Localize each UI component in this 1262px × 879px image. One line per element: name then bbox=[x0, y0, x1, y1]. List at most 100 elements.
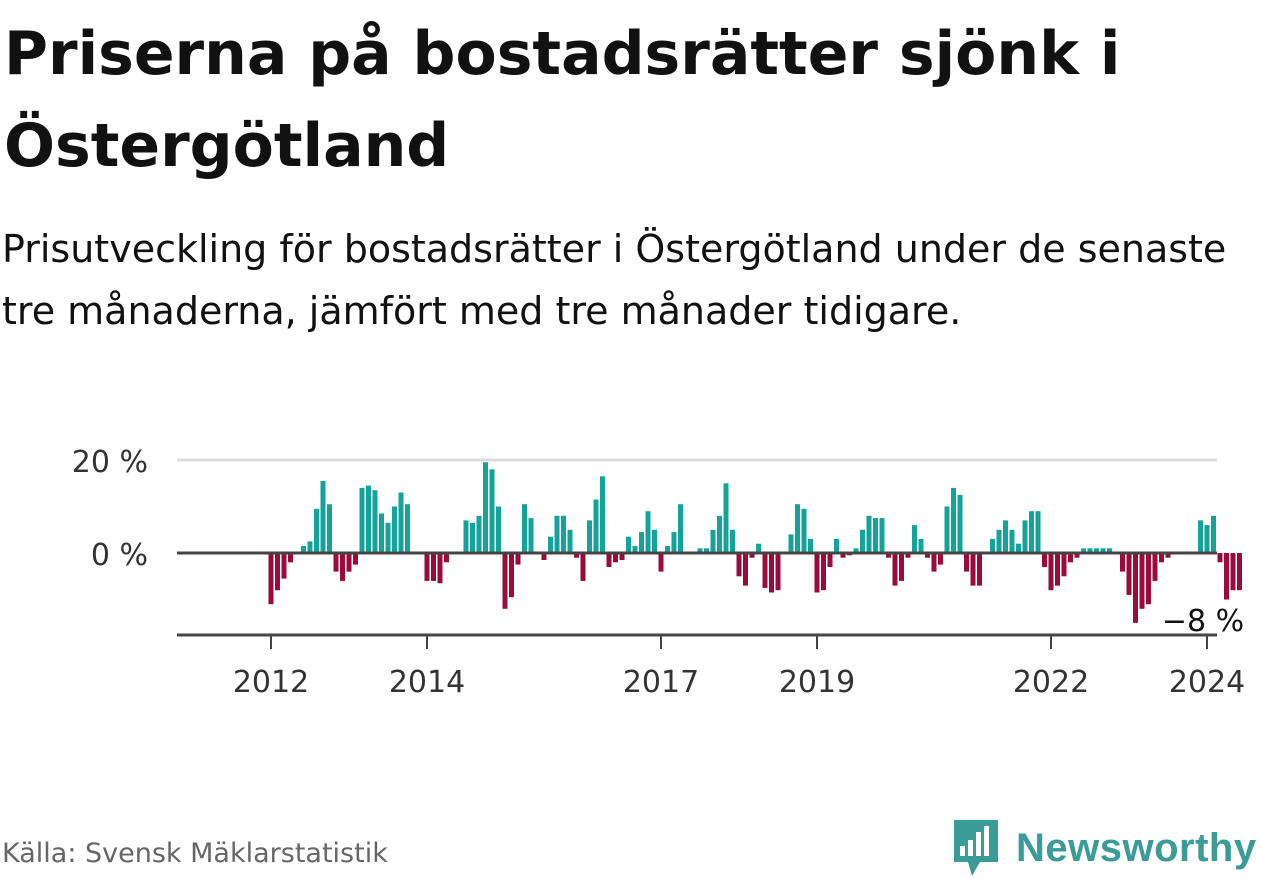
newsworthy-logo[interactable]: Newsworthy bbox=[950, 818, 1257, 878]
x-tick-label: 2024 bbox=[1169, 665, 1245, 700]
bar bbox=[775, 553, 781, 591]
bar bbox=[749, 553, 755, 558]
bar bbox=[1198, 520, 1203, 553]
bar bbox=[710, 529, 716, 554]
axis-layer bbox=[177, 551, 1217, 649]
brand-name: Newsworthy bbox=[1016, 825, 1257, 870]
bar bbox=[268, 553, 274, 605]
bar bbox=[736, 553, 742, 577]
bar bbox=[587, 520, 592, 553]
bar bbox=[541, 553, 547, 560]
bar bbox=[1217, 553, 1223, 563]
bar bbox=[1159, 553, 1164, 563]
bar bbox=[1003, 520, 1008, 553]
bar bbox=[788, 534, 794, 553]
bar bbox=[873, 518, 878, 553]
bar bbox=[1016, 543, 1021, 553]
bar bbox=[561, 515, 566, 553]
bar bbox=[359, 487, 365, 553]
bar bbox=[574, 553, 579, 558]
bar bbox=[483, 462, 488, 553]
bar bbox=[1152, 553, 1158, 581]
bar bbox=[1009, 529, 1015, 554]
x-tick-label: 2012 bbox=[233, 665, 309, 700]
bar bbox=[639, 532, 644, 553]
bar bbox=[853, 548, 859, 553]
bar bbox=[632, 546, 638, 553]
bar bbox=[431, 553, 436, 581]
bar bbox=[1042, 553, 1047, 567]
bar bbox=[463, 520, 469, 553]
bar bbox=[977, 553, 982, 586]
bar bbox=[1237, 553, 1242, 591]
bar bbox=[1133, 553, 1138, 623]
bar bbox=[392, 506, 397, 553]
bar bbox=[580, 553, 586, 581]
bar bbox=[509, 553, 514, 598]
bar bbox=[990, 539, 995, 553]
bar bbox=[834, 539, 839, 553]
bar bbox=[619, 553, 625, 560]
bar bbox=[957, 494, 963, 553]
bar bbox=[626, 536, 631, 553]
bar bbox=[912, 525, 917, 553]
bar bbox=[652, 529, 657, 554]
bar bbox=[905, 553, 911, 558]
bar bbox=[515, 553, 521, 565]
bar bbox=[548, 536, 553, 553]
bar bbox=[606, 553, 612, 567]
bar bbox=[827, 553, 833, 567]
bar bbox=[366, 485, 371, 553]
bar bbox=[1094, 548, 1099, 553]
bar bbox=[704, 548, 709, 553]
bar bbox=[1146, 553, 1151, 605]
bar bbox=[372, 490, 378, 553]
bar bbox=[671, 532, 677, 553]
bar bbox=[327, 504, 332, 553]
bar bbox=[1230, 553, 1236, 591]
y-tick-label: 20 % bbox=[72, 445, 148, 480]
latest-value-annotation: −8 % bbox=[1162, 604, 1244, 639]
bar bbox=[1048, 553, 1054, 591]
bar bbox=[496, 506, 501, 553]
bar bbox=[275, 553, 280, 591]
newsworthy-icon bbox=[954, 820, 998, 876]
bar bbox=[996, 529, 1002, 554]
bar bbox=[301, 546, 306, 553]
bar bbox=[1224, 553, 1229, 600]
bar bbox=[678, 504, 683, 553]
bar bbox=[288, 553, 293, 563]
bar bbox=[860, 529, 865, 554]
bar bbox=[892, 553, 898, 586]
bar bbox=[1068, 553, 1073, 563]
bar bbox=[502, 553, 508, 609]
bar bbox=[938, 553, 943, 565]
bar bbox=[840, 553, 846, 558]
y-tick-label: 0 % bbox=[91, 538, 148, 573]
bar bbox=[645, 511, 651, 554]
bar bbox=[476, 515, 482, 553]
bar bbox=[340, 553, 345, 581]
bar bbox=[444, 553, 449, 563]
bar bbox=[1074, 553, 1080, 558]
source-note: Källa: Svensk Mäklarstatistik bbox=[2, 838, 388, 869]
annotation-bg bbox=[1161, 603, 1245, 633]
bar bbox=[808, 539, 813, 553]
bar bbox=[346, 553, 352, 572]
bar bbox=[964, 553, 969, 572]
bar bbox=[951, 487, 956, 553]
chart-subtitle: Prisutveckling för bostadsrätter i Öster… bbox=[2, 227, 1227, 333]
bar bbox=[320, 480, 326, 553]
bar bbox=[801, 508, 807, 553]
bar bbox=[756, 543, 761, 553]
bar-chart: 0 % 20 % 2012 2014 2017 2019 2022 2024 −8 % bbox=[72, 445, 1245, 700]
x-tick-label: 2019 bbox=[779, 665, 855, 700]
bar bbox=[1022, 520, 1028, 553]
bar bbox=[424, 553, 430, 581]
bar bbox=[385, 522, 391, 553]
bar bbox=[600, 476, 605, 553]
bar bbox=[307, 541, 313, 553]
bar bbox=[918, 539, 924, 553]
bar bbox=[281, 553, 287, 579]
bar bbox=[470, 522, 475, 553]
